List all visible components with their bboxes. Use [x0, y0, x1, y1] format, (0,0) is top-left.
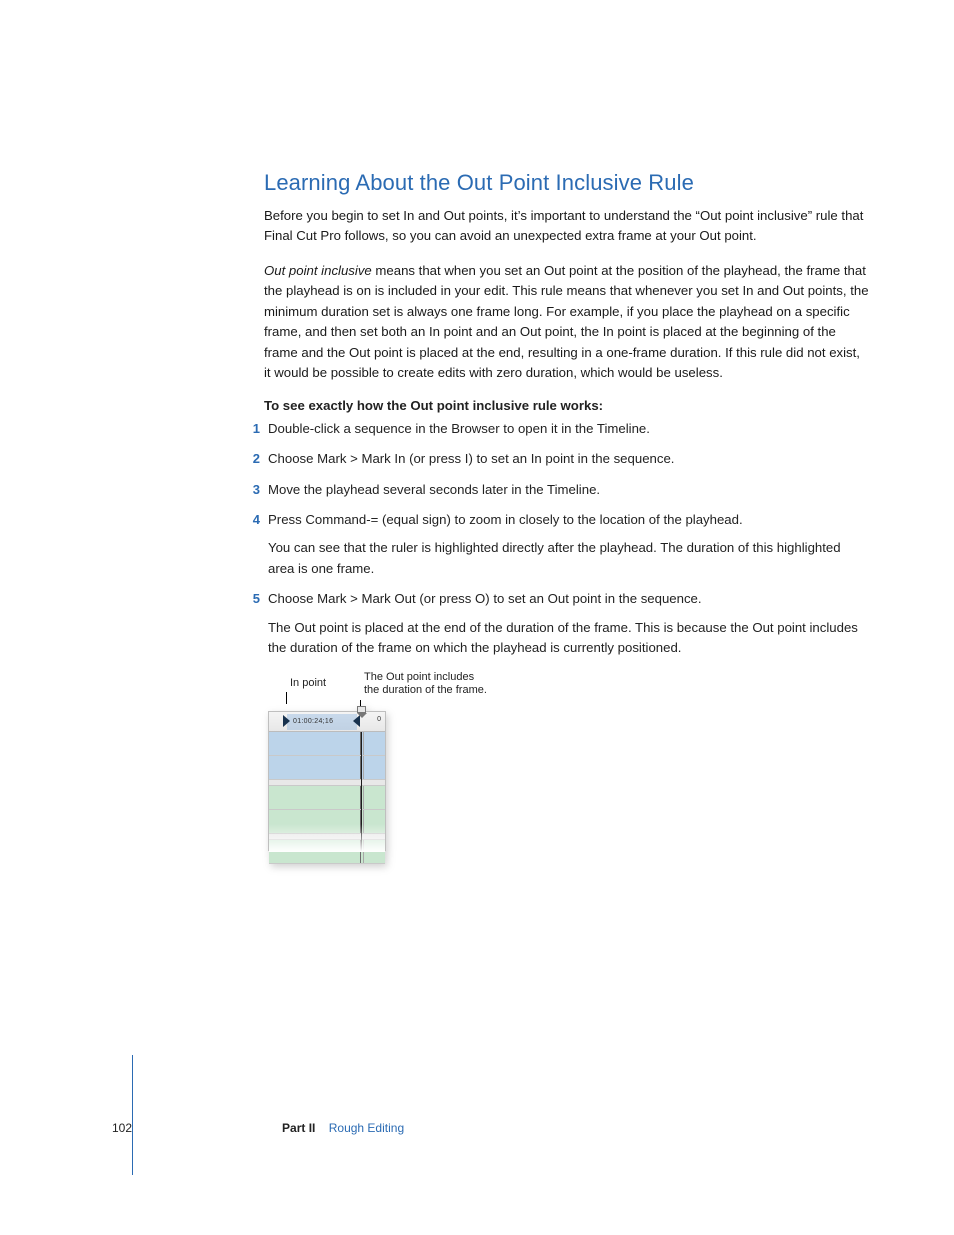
timeline-ruler: 01:00:24;16 0 — [269, 712, 385, 732]
clip-edge-icon — [363, 756, 364, 779]
step-5: 5 Choose Mark > Mark Out (or press O) to… — [248, 589, 869, 658]
ruler-timecode: 01:00:24;16 — [293, 718, 333, 725]
video-track — [269, 756, 385, 780]
step-text: Choose Mark > Mark Out (or press O) to s… — [268, 589, 702, 609]
task-intro: To see exactly how the Out point inclusi… — [264, 398, 869, 413]
playhead-handle-icon — [357, 706, 366, 713]
step-2: 2 Choose Mark > Mark In (or press I) to … — [248, 449, 869, 469]
intro-paragraph-1: Before you begin to set In and Out point… — [264, 206, 869, 247]
timeline-diagram: In point The Out point includes the dura… — [268, 677, 528, 851]
step-1: 1 Double-click a sequence in the Browser… — [248, 419, 869, 439]
footer-section-label: Rough Editing — [329, 1121, 404, 1135]
intro-paragraph-2: Out point inclusive means that when you … — [264, 261, 869, 384]
clip-edge-icon — [363, 840, 364, 863]
callout-in-label: In point — [290, 677, 326, 691]
steps-list: 1 Double-click a sequence in the Browser… — [264, 419, 869, 659]
footer-part: Part II Rough Editing — [282, 1121, 404, 1135]
step-3: 3 Move the playhead several seconds late… — [248, 480, 869, 500]
step-number: 1 — [248, 421, 260, 436]
footer-rule — [132, 1055, 133, 1175]
step-text: Press Command-= (equal sign) to zoom in … — [268, 510, 743, 530]
step-5-note: The Out point is placed at the end of th… — [268, 618, 869, 659]
callout-out-point: The Out point includes the duration of t… — [360, 671, 487, 713]
page-footer: 102 Part II Rough Editing — [112, 1121, 404, 1135]
step-number: 4 — [248, 512, 260, 527]
page-content: Learning About the Out Point Inclusive R… — [264, 170, 869, 851]
callout-tick-icon — [286, 692, 287, 704]
step-4-note: You can see that the ruler is highlighte… — [268, 538, 869, 579]
step-number: 5 — [248, 591, 260, 606]
step-number: 2 — [248, 451, 260, 466]
footer-part-label: Part II — [282, 1121, 315, 1135]
out-point-inclusive-term: Out point inclusive — [264, 263, 372, 278]
step-text: Choose Mark > Mark In (or press I) to se… — [268, 449, 674, 469]
clip-edge-icon — [363, 732, 364, 755]
clip-edge-icon — [363, 810, 364, 833]
section-title: Learning About the Out Point Inclusive R… — [264, 170, 869, 196]
intro-paragraph-2-rest: means that when you set an Out point at … — [264, 263, 869, 380]
step-text: Double-click a sequence in the Browser t… — [268, 419, 650, 439]
callout-out-label-2: the duration of the frame. — [364, 684, 487, 698]
step-number: 3 — [248, 482, 260, 497]
page-number: 102 — [112, 1121, 132, 1135]
audio-track — [269, 840, 385, 864]
callout-in-point: In point — [286, 677, 326, 705]
callout-out-label-1: The Out point includes — [364, 671, 487, 685]
ruler-right-label: 0 — [377, 716, 381, 723]
step-4: 4 Press Command-= (equal sign) to zoom i… — [248, 510, 869, 579]
step-text: Move the playhead several seconds later … — [268, 480, 600, 500]
timeline-thumbnail: 01:00:24;16 0 — [268, 711, 386, 851]
audio-track — [269, 786, 385, 810]
audio-track — [269, 810, 385, 834]
video-track — [269, 732, 385, 756]
in-point-marker-icon — [283, 715, 290, 727]
diagram-callouts: In point The Out point includes the dura… — [268, 677, 528, 711]
clip-edge-icon — [363, 786, 364, 809]
playhead-line-icon — [361, 732, 362, 851]
